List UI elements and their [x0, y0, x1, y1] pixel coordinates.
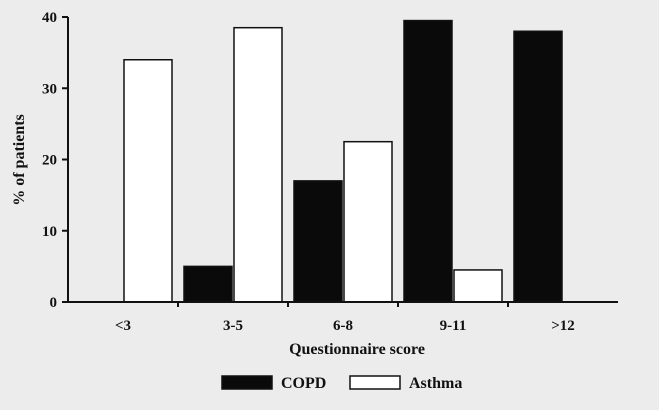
bar-copd-2	[293, 180, 343, 303]
y-axis-label: % of patients	[11, 114, 28, 206]
legend-swatch-copd	[221, 375, 273, 390]
bar-asthma-2	[343, 140, 393, 303]
legend-label-asthma: Asthma	[409, 375, 462, 392]
legend-swatch-asthma	[349, 375, 401, 390]
y-ticks: 0 10 20 30 40	[42, 10, 68, 311]
x-tick-label: 3-5	[223, 318, 243, 334]
y-tick-label: 0	[50, 295, 58, 311]
bar-asthma-3	[453, 269, 503, 303]
y-tick-label: 20	[42, 153, 57, 169]
x-tick-label: 9-11	[440, 318, 467, 334]
y-tick-label: 40	[42, 10, 57, 26]
y-tick-label: 10	[42, 224, 57, 240]
x-ticks: <3 3-5 6-8 9-11 >12	[115, 302, 575, 334]
bar-copd-1	[183, 265, 233, 303]
x-axis-label: Questionnaire score	[289, 341, 425, 358]
x-tick-label: 6-8	[333, 318, 353, 334]
bar-asthma-0	[123, 59, 173, 303]
x-tick-label: <3	[115, 318, 131, 334]
legend-label-copd: COPD	[281, 375, 326, 392]
x-tick-label: >12	[551, 318, 575, 334]
legend: COPD Asthma	[221, 375, 462, 392]
bar-asthma-1	[233, 26, 283, 303]
bar-copd-4	[513, 30, 563, 303]
y-tick-label: 30	[42, 81, 57, 97]
bar-copd-3	[403, 19, 453, 303]
bars-layer	[123, 19, 563, 303]
